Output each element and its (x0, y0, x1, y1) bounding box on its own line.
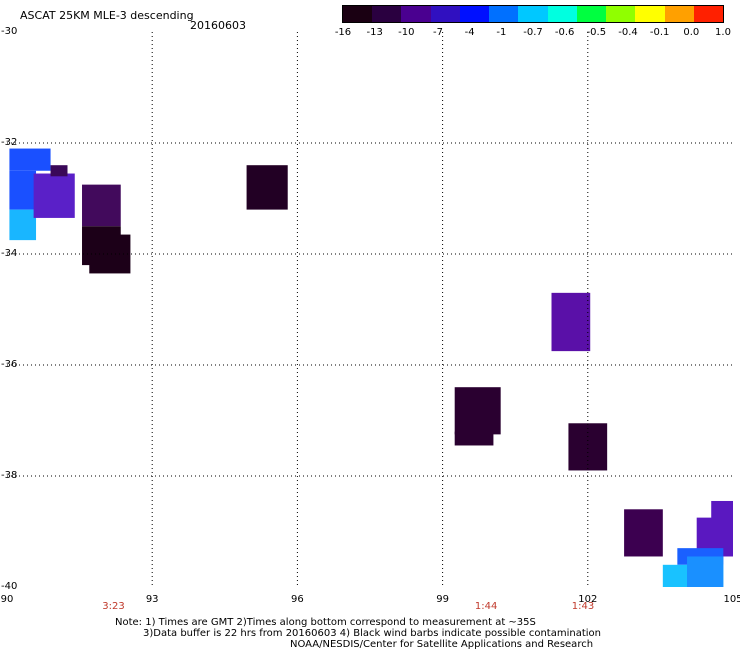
map-title: ASCAT 25KM MLE-3 descending (20, 9, 194, 22)
longitude-tick-label: 105 (723, 594, 740, 605)
color-scale-bar (342, 5, 724, 23)
wind-data-patch (50, 165, 68, 177)
color-scale-tick-label: -7 (433, 27, 443, 38)
latitude-tick-label: -30 (1, 26, 18, 37)
latitude-tick-label: -34 (1, 248, 18, 259)
wind-data-patch (9, 148, 51, 171)
color-scale-tick-label: -4 (464, 27, 475, 38)
wind-data-patch (711, 500, 733, 521)
note-line-2: 3)Data buffer is 22 hrs from 20160603 4)… (143, 628, 601, 639)
color-scale-tick-label: -0.4 (618, 27, 638, 38)
wind-data-patch (551, 292, 591, 352)
wind-data-patch (9, 170, 37, 210)
wind-data-patch (454, 387, 501, 435)
color-scale-tick-label: 1.0 (715, 27, 731, 38)
color-scale-segment (430, 6, 460, 22)
color-scale-tick-label: -0.6 (554, 27, 575, 38)
color-scale-tick-label: -0.7 (523, 27, 543, 38)
pass-time-label: 3:23 (102, 601, 125, 612)
wind-data-patch (82, 184, 121, 227)
data-patches (9, 148, 733, 587)
color-scale-tick-label: -0.5 (586, 27, 607, 38)
color-scale-tick-label: 0.0 (683, 27, 700, 38)
grid-lines (7, 32, 733, 587)
color-scale-tick-label: -10 (398, 27, 415, 38)
color-scale-segment (606, 6, 636, 22)
longitude-tick-label: 90 (0, 594, 14, 605)
wind-map-plot (7, 32, 733, 587)
wind-data-patch (568, 423, 608, 471)
color-scale-segment (547, 6, 577, 22)
latitude-tick-label: -36 (1, 359, 18, 370)
color-scale-segment (518, 6, 548, 22)
pass-time-label: 1:44 (474, 601, 498, 612)
color-scale-segment (401, 6, 431, 22)
longitude-tick-label: 102 (578, 594, 598, 605)
longitude-tick-label: 93 (145, 594, 159, 605)
wind-data-patch (246, 165, 288, 210)
color-scale-tick-label: -0.1 (649, 27, 670, 38)
wind-data-patch (33, 173, 75, 218)
color-scale-tick-label: -1 (496, 27, 507, 38)
note-line-3: NOAA/NESDIS/Center for Satellite Applica… (290, 639, 594, 650)
color-scale-segment (459, 6, 490, 22)
color-scale-tick-label: -16 (334, 27, 352, 38)
latitude-tick-label: -32 (1, 137, 18, 148)
color-scale-segment (664, 6, 694, 22)
map-date: 20160603 (190, 19, 246, 32)
color-scale-segment (372, 6, 402, 22)
longitude-tick-label: 99 (436, 594, 449, 605)
color-scale-segment (576, 6, 607, 22)
pass-time-label: 1:43 (571, 601, 595, 612)
longitude-tick-label: 96 (291, 594, 304, 605)
wind-data-patch (9, 209, 37, 241)
latitude-tick-label: -38 (1, 470, 18, 481)
note-line-1: Note: 1) Times are GMT 2)Times along bot… (115, 617, 536, 628)
color-scale-segment (635, 6, 665, 22)
latitude-tick-label: -40 (1, 581, 18, 592)
color-scale-segment (489, 6, 519, 22)
wind-data-patch (687, 556, 724, 587)
wind-data-patch (624, 509, 663, 557)
wind-data-patch (454, 431, 494, 446)
color-scale-segment (693, 6, 724, 22)
color-scale-segment (343, 6, 373, 22)
color-scale-tick-label: -13 (366, 27, 383, 38)
